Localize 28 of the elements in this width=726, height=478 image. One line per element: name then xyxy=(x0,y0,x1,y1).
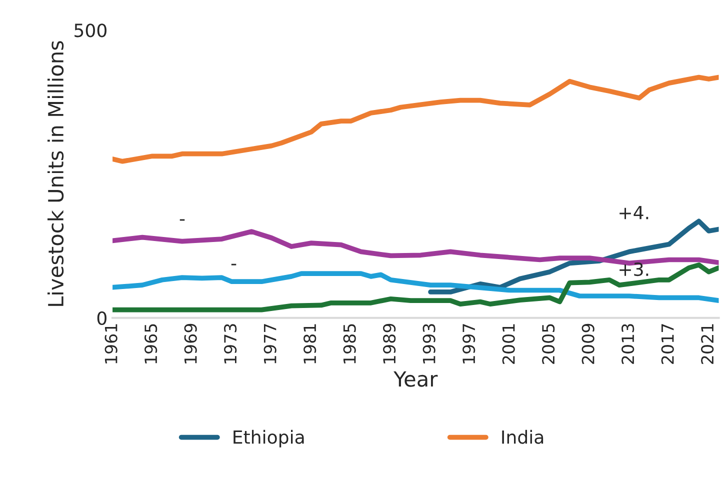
annotation: +3. xyxy=(620,262,648,276)
x-tick-label: 1993 xyxy=(422,324,436,364)
x-axis-title: Year xyxy=(394,371,438,387)
legend-label: Ethiopia xyxy=(234,430,304,448)
x-tick-label: 2021 xyxy=(701,324,714,364)
x-tick-label: 1981 xyxy=(304,324,316,364)
x-tick-label: 2005 xyxy=(542,324,555,364)
x-tick-label: 1965 xyxy=(144,324,158,364)
x-tick-label: 1961 xyxy=(104,324,118,364)
x-tick-label: 2001 xyxy=(502,324,515,364)
y-tick-label: 500 xyxy=(74,24,106,38)
x-tick-label: 1969 xyxy=(184,324,197,364)
annotation: - xyxy=(231,264,236,266)
x-tick-label: 1977 xyxy=(264,324,276,364)
x-tick-label: 2009 xyxy=(582,324,594,364)
x-tick-label: 1985 xyxy=(343,324,356,364)
x-tick-label: 1973 xyxy=(224,324,237,364)
annotation: - xyxy=(180,219,185,221)
y-tick-label: 0 xyxy=(97,311,106,325)
x-tick-label: 2017 xyxy=(661,324,674,364)
x-tick-label: 2013 xyxy=(622,324,634,364)
legend-label: India xyxy=(502,430,544,444)
line-series xyxy=(112,262,719,312)
annotation: +4. xyxy=(620,206,648,220)
x-tick-label: 1989 xyxy=(383,324,396,364)
y-axis-title: Livestock Units in Millions xyxy=(47,41,64,306)
line-series xyxy=(112,74,719,164)
x-tick-label: 1997 xyxy=(462,324,476,364)
